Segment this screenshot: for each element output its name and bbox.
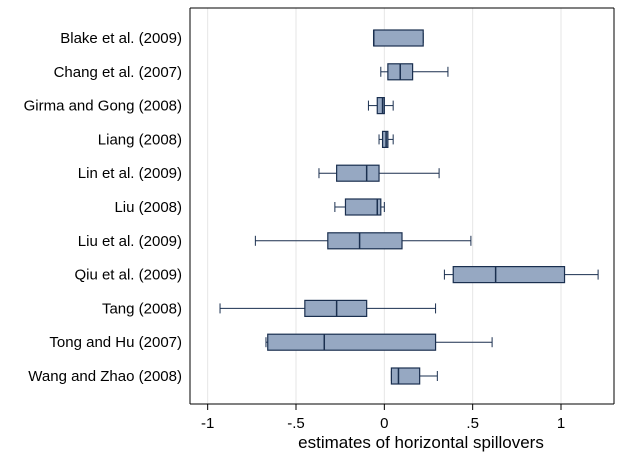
study-label: Liu (2008): [114, 199, 182, 216]
box-1: [372, 29, 424, 47]
box-4: [378, 130, 394, 148]
iqr-box: [304, 299, 368, 317]
iqr-box: [452, 266, 566, 284]
study-label: Tong and Hu (2007): [49, 334, 182, 351]
study-label: Wang and Zhao (2008): [28, 368, 182, 385]
x-axis-title: estimates of horizontal spillovers: [298, 433, 544, 452]
box-9: [219, 299, 437, 317]
x-tick-label: .5: [466, 415, 479, 432]
box-10: [265, 333, 493, 351]
iqr-box: [376, 96, 385, 115]
study-label: Chang et al. (2007): [54, 64, 182, 81]
box-7: [254, 232, 472, 250]
box-2: [380, 63, 449, 81]
study-label: Tang (2008): [102, 300, 182, 317]
boxes-layer: [219, 29, 599, 385]
study-label: Liang (2008): [98, 131, 182, 148]
x-axis-ticks: -1 -.5 0 .5 1: [201, 404, 565, 432]
iqr-box: [381, 130, 389, 148]
x-tick-label: 0: [380, 415, 388, 432]
box-8: [443, 266, 599, 284]
iqr-box: [336, 164, 380, 182]
iqr-box: [373, 29, 424, 47]
study-label: Lin et al. (2009): [78, 165, 182, 182]
study-labels: Blake et al. (2009) Chang et al. (2007) Gi…: [24, 30, 182, 385]
iqr-box: [267, 333, 437, 351]
box-6: [334, 198, 385, 216]
box-5: [318, 164, 440, 182]
box-11: [390, 367, 438, 385]
study-label: Girma and Gong (2008): [24, 98, 182, 115]
study-label: Blake et al. (2009): [60, 30, 182, 47]
box-3: [367, 96, 394, 115]
iqr-box: [390, 367, 421, 385]
study-label: Qiu et al. (2009): [74, 267, 182, 284]
x-tick-label: 1: [557, 415, 565, 432]
iqr-box: [344, 198, 382, 216]
x-tick-label: -.5: [287, 415, 305, 432]
x-tick-label: -1: [201, 415, 214, 432]
study-label: Liu et al. (2009): [78, 233, 182, 250]
iqr-box: [327, 232, 403, 250]
